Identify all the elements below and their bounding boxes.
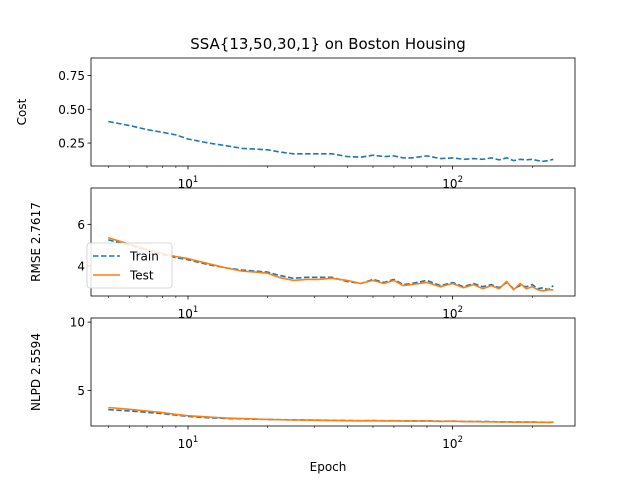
x-tick-label: 101 bbox=[178, 305, 199, 321]
x-tick-label: 101 bbox=[178, 435, 199, 451]
y-tick-label: 0.75 bbox=[58, 69, 85, 83]
y-tick-label: 0.50 bbox=[58, 103, 85, 117]
legend-label-test: Test bbox=[129, 269, 154, 283]
y-axis-label: Cost bbox=[15, 98, 29, 125]
series-line-train bbox=[108, 120, 554, 163]
legend-box bbox=[86, 242, 173, 289]
x-tick-label: 101 bbox=[178, 175, 199, 191]
series-line-test bbox=[108, 406, 554, 424]
panel-nlpd: 5 10 101 102 NLPD 2.5594 bbox=[29, 316, 576, 451]
x-tick-label: 102 bbox=[442, 305, 463, 321]
axes-frame bbox=[90, 57, 576, 167]
y-tick-label: 5 bbox=[77, 384, 85, 398]
legend-label-train: Train bbox=[129, 250, 159, 264]
y-tick-label: 4 bbox=[77, 259, 85, 273]
x-tick-label: 102 bbox=[442, 175, 463, 191]
axes-frame bbox=[90, 187, 576, 297]
axes-frame bbox=[90, 317, 576, 427]
y-axis-label: NLPD 2.5594 bbox=[29, 333, 43, 411]
x-axis-label: Epoch bbox=[310, 460, 347, 474]
panels: 0.25 0.50 0.75 101 102 Cost 4 6 101 102 RMSE 2.761… bbox=[15, 57, 576, 451]
legend: Train Test bbox=[86, 242, 173, 289]
y-tick-label: 6 bbox=[77, 218, 85, 232]
x-tick-label: 102 bbox=[442, 435, 463, 451]
y-axis-label: RMSE 2.7617 bbox=[29, 202, 43, 282]
chart-title: SSA{13,50,30,1} on Boston Housing bbox=[190, 35, 466, 53]
series-line-test bbox=[108, 237, 554, 292]
y-tick-label: 0.25 bbox=[58, 137, 85, 151]
y-tick-label: 10 bbox=[70, 316, 85, 330]
panel-rmse: 4 6 101 102 RMSE 2.7617 Train Test bbox=[29, 187, 576, 321]
panel-cost: 0.25 0.50 0.75 101 102 Cost bbox=[15, 57, 576, 191]
series-line-train bbox=[108, 239, 554, 291]
